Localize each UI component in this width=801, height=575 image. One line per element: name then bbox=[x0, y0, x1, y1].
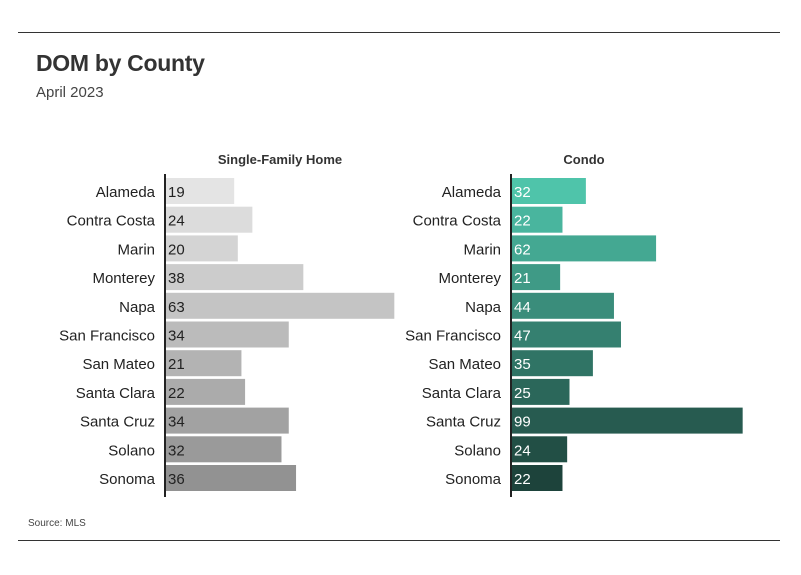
value-label: 44 bbox=[514, 299, 531, 316]
value-label: 32 bbox=[168, 442, 185, 459]
bottom-rule bbox=[18, 540, 780, 541]
bar-single-family bbox=[165, 206, 253, 233]
bar-condo bbox=[511, 436, 568, 463]
value-label: 24 bbox=[168, 213, 185, 230]
category-label: Solano bbox=[454, 442, 501, 459]
category-label: Santa Cruz bbox=[426, 414, 501, 431]
bar-condo bbox=[511, 206, 563, 233]
bar-single-family bbox=[165, 321, 289, 348]
value-label: 22 bbox=[514, 471, 531, 488]
value-label: 32 bbox=[514, 184, 531, 201]
value-label: 25 bbox=[514, 385, 531, 402]
category-label: Napa bbox=[465, 299, 502, 316]
category-label: Sonoma bbox=[99, 471, 156, 488]
category-label: Alameda bbox=[96, 184, 156, 201]
panel-title-condo: Condo bbox=[563, 152, 604, 167]
top-rule bbox=[18, 32, 780, 33]
bar-single-family bbox=[165, 436, 282, 463]
bar-condo bbox=[511, 350, 593, 377]
bar-single-family bbox=[165, 407, 289, 434]
category-label: Contra Costa bbox=[67, 213, 156, 230]
value-label: 63 bbox=[168, 299, 185, 316]
value-label: 24 bbox=[514, 442, 531, 459]
category-label: San Mateo bbox=[428, 356, 501, 373]
bar-condo bbox=[511, 264, 561, 291]
bar-single-family bbox=[165, 350, 242, 377]
bar-single-family bbox=[165, 235, 238, 262]
value-label: 36 bbox=[168, 471, 185, 488]
category-label: San Francisco bbox=[59, 328, 155, 345]
bar-condo bbox=[511, 292, 614, 319]
panel-single-family: Single-Family Home Alameda 19 Contra Costa 2… bbox=[59, 152, 395, 497]
bar-condo bbox=[511, 235, 657, 262]
category-label: Contra Costa bbox=[413, 213, 502, 230]
value-label: 22 bbox=[514, 213, 531, 230]
category-label: Santa Clara bbox=[422, 385, 502, 402]
bar-condo bbox=[511, 178, 586, 204]
bar-condo bbox=[511, 465, 563, 491]
bar-single-family bbox=[165, 378, 246, 405]
bar-condo bbox=[511, 378, 570, 405]
value-label: 34 bbox=[168, 414, 185, 431]
bar-single-family bbox=[165, 292, 395, 319]
category-label: Monterey bbox=[92, 270, 155, 287]
value-label: 21 bbox=[514, 270, 531, 287]
category-label: Santa Clara bbox=[76, 385, 156, 402]
bar-condo bbox=[511, 407, 743, 434]
value-label: 62 bbox=[514, 241, 531, 258]
category-label: San Mateo bbox=[82, 356, 155, 373]
category-label: Solano bbox=[108, 442, 155, 459]
source-note: Source: MLS bbox=[28, 518, 86, 529]
chart-title: DOM by County bbox=[36, 50, 205, 76]
bar-condo bbox=[511, 321, 621, 348]
value-label: 34 bbox=[168, 328, 185, 345]
value-label: 35 bbox=[514, 356, 531, 373]
category-label: Monterey bbox=[438, 270, 501, 287]
value-label: 47 bbox=[514, 328, 531, 345]
panel-title-single-family: Single-Family Home bbox=[218, 152, 342, 167]
category-label: Sonoma bbox=[445, 471, 502, 488]
category-label: Alameda bbox=[442, 184, 502, 201]
bar-single-family bbox=[165, 264, 304, 291]
category-label: Napa bbox=[119, 299, 156, 316]
panel-condo: Condo Alameda 32 Contra Costa 22 Marin 62 Monte… bbox=[405, 152, 743, 497]
category-label: Marin bbox=[117, 241, 155, 258]
value-label: 22 bbox=[168, 385, 185, 402]
chart-subtitle: April 2023 bbox=[36, 84, 104, 101]
value-label: 21 bbox=[168, 356, 185, 373]
value-label: 38 bbox=[168, 270, 185, 287]
bar-single-family bbox=[165, 178, 235, 204]
category-label: Marin bbox=[463, 241, 501, 258]
value-label: 19 bbox=[168, 184, 185, 201]
value-label: 20 bbox=[168, 241, 185, 258]
category-label: Santa Cruz bbox=[80, 414, 155, 431]
bar-single-family bbox=[165, 465, 297, 491]
value-label: 99 bbox=[514, 414, 531, 431]
category-label: San Francisco bbox=[405, 328, 501, 345]
